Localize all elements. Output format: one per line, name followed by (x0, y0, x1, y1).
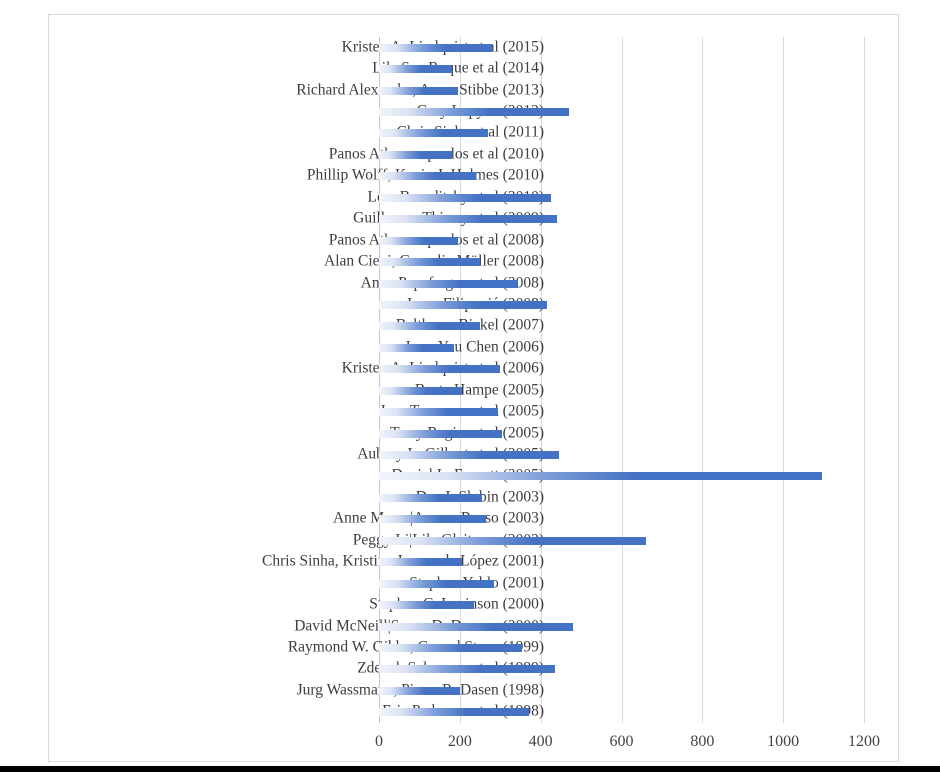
bar-row: Kristen A. Lindquist et al (2015) (49, 37, 881, 58)
bar-row: Raymond W. Gibbs, Gerard Steen (1999) (49, 637, 881, 658)
bar-row: Balthasar Bickel (2007) (49, 316, 881, 337)
bar (379, 408, 499, 417)
bar-row: Alan Cieni, Cornelia Müller (2008) (49, 251, 881, 272)
bar (379, 643, 523, 652)
bar-row: Terry Regier et al (2005) (49, 423, 881, 444)
bar-row: Lera Boroditsky et al (2010) (49, 187, 881, 208)
bar (379, 193, 551, 202)
gridline (459, 37, 461, 723)
bar (379, 472, 822, 481)
bar-row: Chris Sinha, Kristine Jensen de López (2… (49, 552, 881, 573)
gridline (621, 37, 623, 723)
x-tick-label: 1000 (767, 733, 800, 750)
bar (379, 129, 489, 138)
bar (379, 258, 481, 267)
bar (379, 215, 557, 224)
bar (379, 322, 481, 331)
x-tick-label: 800 (690, 733, 715, 750)
bar-row: Stephen C. Levinson (2000) (49, 594, 881, 615)
bar (379, 150, 452, 159)
bar (379, 601, 474, 610)
bar-row: Panos Athanasopoulos et al (2010) (49, 144, 881, 165)
bar-row: Gary Lupyan (2012) (49, 101, 881, 122)
axis-line (379, 37, 380, 723)
bar (379, 236, 458, 245)
gridline (702, 37, 704, 723)
x-axis-tick-labels: 0 200 400 600 800 1000 1200 (375, 733, 881, 754)
bar (379, 86, 458, 95)
bar-row: Phillip Wolff, Kevin J. Holmes (2010) (49, 166, 881, 187)
bar-row: Guillaume Thierry et al (2009) (49, 209, 881, 230)
bar-row: Kristen A. Lindquist et al (2006) (49, 359, 881, 380)
plot-area: Kristen A. Lindquist et al (2015)Lila Sa… (262, 37, 881, 750)
bar (379, 515, 487, 524)
bar-rows: Kristen A. Lindquist et al (2015)Lila Sa… (49, 37, 881, 723)
x-tick-label: 600 (609, 733, 634, 750)
bar-row: Chris Sinha et al (2011) (49, 123, 881, 144)
bar (379, 665, 555, 674)
bar-row: Beate Hampe (2005) (49, 380, 881, 401)
bar-row: Anne Maass|Aurore Russo (2003) (49, 509, 881, 530)
bar-row: Luna Filipović (2008) (49, 294, 881, 315)
bar-row: Eric Pederson et al (1998) (49, 702, 881, 723)
bar (379, 300, 547, 309)
bar (379, 708, 529, 717)
bar (379, 172, 476, 181)
bottom-border-bar (0, 766, 940, 772)
gridline (864, 37, 865, 723)
bar-row: Richard Alexander, Arran Stibbe (2013) (49, 80, 881, 101)
x-tick-label: 0 (375, 733, 383, 750)
bar (379, 558, 462, 567)
x-tick-label: 400 (528, 733, 553, 750)
bar-row: David McNeill|Susan D. Duncan (2000) (49, 616, 881, 637)
bar (379, 108, 569, 117)
gridline (783, 37, 785, 723)
bar (379, 279, 519, 288)
bar-row: Jenn-Yeu Chen (2006) (49, 337, 881, 358)
bar-row: Jose Tummers et al (2005) (49, 401, 881, 422)
x-tick-label: 1200 (848, 733, 880, 750)
x-tick-label: 200 (447, 733, 472, 750)
bar (379, 343, 454, 352)
bar (379, 686, 460, 695)
bar-row: Lila San Roque et al (2014) (49, 58, 881, 79)
bar (379, 622, 573, 631)
bar (379, 365, 501, 374)
bar-row: Jurg Wassmann, Pierre R. Dasen (1998) (49, 680, 881, 701)
bar-row: Aubrey L. Gilbert et al (2005) (49, 444, 881, 465)
bar (379, 43, 493, 52)
bar-row: Panos Athanasopoulos et al (2008) (49, 230, 881, 251)
bar-row: Daniel L. Everett (2005) (49, 466, 881, 487)
gridline (540, 37, 542, 723)
bar-row: Dan I. Slobin (2003) (49, 487, 881, 508)
bar (379, 65, 452, 74)
bar (379, 386, 462, 395)
bar (379, 536, 646, 545)
bar (379, 451, 559, 460)
bar (379, 493, 483, 502)
bar-row: Peggy Li|Lila Gleitman (2002) (49, 530, 881, 551)
bar (379, 579, 495, 588)
chart-frame: Kristen A. Lindquist et al (2015)Lila Sa… (48, 14, 899, 762)
bar (379, 429, 503, 438)
bar-row: Zdenek Salzmann et al (1999) (49, 659, 881, 680)
bar-row: Stephen Yablo (2001) (49, 573, 881, 594)
bar-row: Anna Papafragou et al (2008) (49, 273, 881, 294)
